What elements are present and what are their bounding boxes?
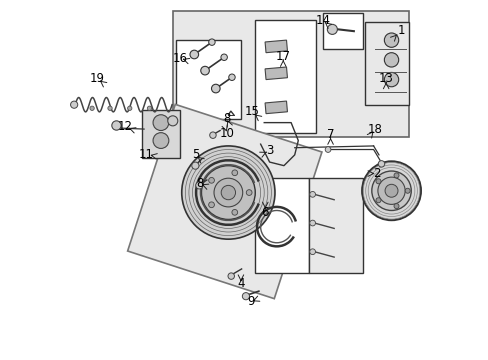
Bar	[323, 13, 362, 49]
Circle shape	[208, 202, 214, 208]
Text: 3: 3	[265, 144, 273, 157]
Text: 7: 7	[326, 127, 334, 141]
Circle shape	[377, 177, 405, 204]
Circle shape	[211, 84, 220, 93]
Bar	[264, 40, 287, 53]
Circle shape	[231, 170, 237, 176]
Circle shape	[167, 116, 178, 126]
Circle shape	[309, 220, 315, 226]
Polygon shape	[127, 104, 321, 299]
Bar	[264, 67, 287, 80]
Text: 10: 10	[220, 127, 234, 140]
Circle shape	[208, 177, 214, 183]
Bar	[176, 40, 241, 119]
Bar	[264, 101, 287, 114]
Circle shape	[393, 173, 398, 178]
Circle shape	[221, 54, 227, 60]
Circle shape	[70, 101, 78, 108]
Circle shape	[246, 190, 251, 195]
Circle shape	[182, 146, 274, 239]
Circle shape	[208, 39, 215, 45]
Text: 13: 13	[378, 72, 393, 85]
Circle shape	[362, 161, 420, 220]
Circle shape	[375, 179, 380, 184]
Circle shape	[153, 133, 168, 148]
Bar	[172, 12, 408, 137]
Text: 18: 18	[366, 123, 381, 136]
Circle shape	[384, 53, 398, 67]
Bar	[364, 22, 408, 105]
Circle shape	[209, 132, 216, 138]
Circle shape	[384, 72, 398, 87]
Circle shape	[375, 198, 380, 203]
Text: 8: 8	[196, 177, 203, 190]
Circle shape	[190, 50, 198, 59]
Circle shape	[309, 192, 315, 197]
Circle shape	[147, 106, 151, 111]
Circle shape	[90, 106, 94, 111]
Bar	[308, 178, 362, 273]
Circle shape	[371, 171, 410, 211]
Circle shape	[227, 273, 234, 279]
Text: 1: 1	[397, 24, 405, 37]
Circle shape	[112, 121, 121, 130]
Circle shape	[242, 293, 249, 300]
Text: 5: 5	[191, 148, 199, 161]
Text: 12: 12	[118, 121, 133, 134]
Circle shape	[228, 74, 235, 81]
Circle shape	[384, 184, 397, 197]
Circle shape	[127, 106, 132, 111]
Circle shape	[378, 161, 384, 167]
Circle shape	[201, 66, 209, 75]
Circle shape	[231, 210, 237, 215]
Circle shape	[191, 162, 199, 169]
Text: 6: 6	[261, 206, 268, 219]
Circle shape	[309, 249, 315, 255]
Text: 4: 4	[237, 278, 244, 291]
Circle shape	[153, 115, 168, 131]
Circle shape	[108, 106, 112, 111]
Circle shape	[195, 182, 203, 189]
Circle shape	[214, 178, 242, 207]
Circle shape	[201, 166, 255, 220]
Text: 2: 2	[372, 167, 380, 180]
Text: 11: 11	[138, 148, 153, 161]
Text: 19: 19	[90, 72, 105, 85]
Text: 9: 9	[247, 296, 254, 309]
Circle shape	[325, 147, 330, 152]
Circle shape	[405, 188, 409, 193]
Circle shape	[221, 185, 235, 200]
Circle shape	[326, 24, 337, 35]
Text: 17: 17	[275, 50, 290, 63]
Text: 16: 16	[172, 51, 187, 64]
Text: 8: 8	[223, 112, 230, 125]
Bar	[142, 110, 180, 158]
Circle shape	[393, 204, 398, 208]
Bar	[255, 178, 308, 273]
Text: 15: 15	[244, 105, 259, 118]
Bar	[255, 21, 316, 134]
Circle shape	[384, 33, 398, 47]
Text: 14: 14	[315, 14, 329, 27]
